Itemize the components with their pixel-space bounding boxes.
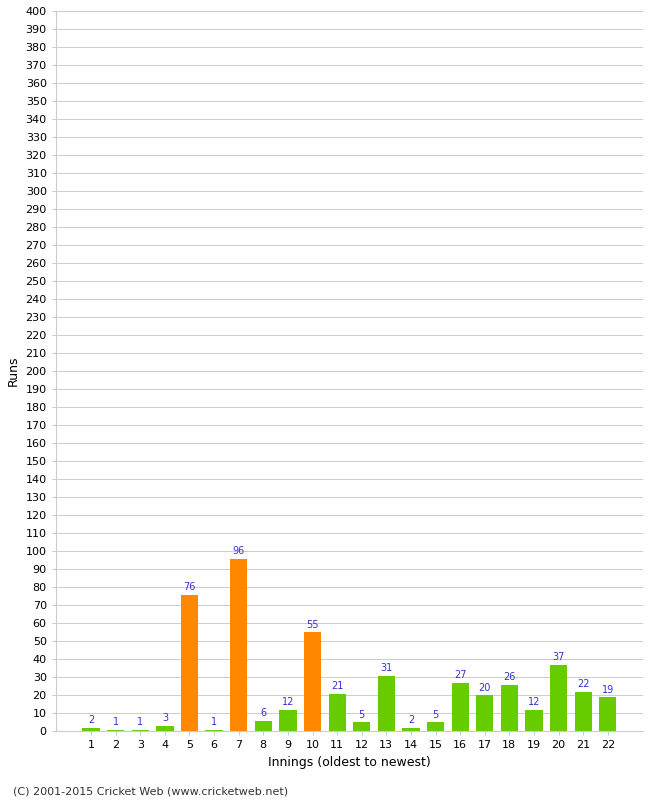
Text: 96: 96 bbox=[233, 546, 245, 556]
Text: 76: 76 bbox=[183, 582, 196, 592]
Text: 31: 31 bbox=[380, 663, 393, 673]
Bar bbox=[427, 722, 444, 731]
Text: 1: 1 bbox=[211, 717, 217, 727]
Bar bbox=[500, 685, 518, 731]
Text: 12: 12 bbox=[281, 697, 294, 707]
Bar bbox=[525, 710, 543, 731]
X-axis label: Innings (oldest to newest): Innings (oldest to newest) bbox=[268, 756, 431, 769]
Text: 2: 2 bbox=[88, 715, 94, 725]
Text: 21: 21 bbox=[331, 681, 343, 691]
Text: 1: 1 bbox=[112, 717, 119, 727]
Text: 27: 27 bbox=[454, 670, 467, 680]
Text: 26: 26 bbox=[503, 672, 515, 682]
Text: 1: 1 bbox=[137, 717, 144, 727]
Bar bbox=[452, 683, 469, 731]
Bar bbox=[156, 726, 174, 731]
Text: 5: 5 bbox=[359, 710, 365, 720]
Bar bbox=[255, 721, 272, 731]
Bar bbox=[83, 728, 99, 731]
Bar bbox=[181, 594, 198, 731]
Bar bbox=[132, 730, 149, 731]
Text: 19: 19 bbox=[602, 685, 614, 694]
Bar bbox=[328, 694, 346, 731]
Bar bbox=[575, 692, 592, 731]
Bar bbox=[402, 728, 419, 731]
Bar bbox=[378, 676, 395, 731]
Bar bbox=[476, 695, 493, 731]
Text: 6: 6 bbox=[260, 708, 266, 718]
Text: 55: 55 bbox=[306, 620, 318, 630]
Bar bbox=[599, 698, 616, 731]
Text: 12: 12 bbox=[528, 697, 540, 707]
Text: 22: 22 bbox=[577, 679, 590, 689]
Text: 2: 2 bbox=[408, 715, 414, 725]
Bar bbox=[550, 665, 567, 731]
Bar bbox=[230, 558, 247, 731]
Bar bbox=[280, 710, 296, 731]
Bar bbox=[107, 730, 124, 731]
Text: 37: 37 bbox=[552, 652, 565, 662]
Text: 3: 3 bbox=[162, 714, 168, 723]
Bar bbox=[205, 730, 223, 731]
Y-axis label: Runs: Runs bbox=[7, 356, 20, 386]
Text: 20: 20 bbox=[478, 682, 491, 693]
Text: 5: 5 bbox=[432, 710, 439, 720]
Bar bbox=[353, 722, 370, 731]
Text: (C) 2001-2015 Cricket Web (www.cricketweb.net): (C) 2001-2015 Cricket Web (www.cricketwe… bbox=[13, 786, 288, 796]
Bar bbox=[304, 632, 321, 731]
